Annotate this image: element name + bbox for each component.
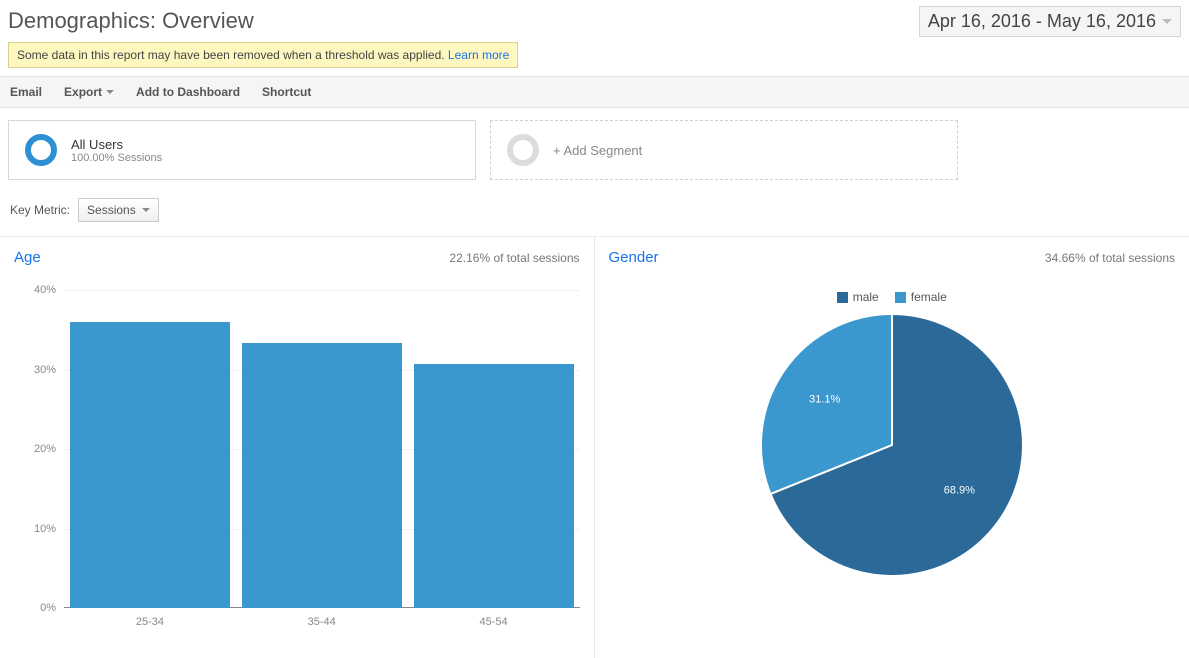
pie-slice-label: 68.9%	[943, 484, 974, 496]
age-chart-subtitle: 22.16% of total sessions	[449, 251, 579, 265]
y-axis-label: 0%	[40, 602, 56, 614]
y-axis-label: 40%	[34, 284, 56, 296]
age-bar	[70, 322, 230, 608]
notice-text: Some data in this report may have been r…	[17, 48, 448, 62]
legend-item: female	[895, 290, 947, 304]
key-metric-selected: Sessions	[87, 203, 136, 217]
x-axis-label: 35-44	[308, 616, 336, 628]
legend-label: female	[911, 290, 947, 304]
legend-label: male	[853, 290, 879, 304]
toolbar-add-dashboard-label: Add to Dashboard	[136, 85, 240, 99]
chevron-down-icon	[142, 208, 150, 212]
legend-swatch	[895, 292, 906, 303]
export-button[interactable]: Export	[64, 85, 114, 99]
gender-chart-title: Gender	[609, 249, 659, 266]
threshold-notice: Some data in this report may have been r…	[8, 42, 518, 68]
donut-icon	[25, 134, 57, 166]
gender-chart-subtitle: 34.66% of total sessions	[1045, 251, 1175, 265]
toolbar-shortcut-label: Shortcut	[262, 85, 311, 99]
add-segment-button[interactable]: + Add Segment	[490, 120, 958, 180]
chevron-down-icon	[106, 90, 114, 94]
gender-pie-chart: 68.9% 31.1%	[761, 314, 1023, 581]
age-bar-chart: 0%10%20%30%40%25-3435-4445-54	[14, 290, 580, 634]
report-toolbar: Email Export Add to Dashboard Shortcut	[0, 76, 1189, 108]
add-to-dashboard-button[interactable]: Add to Dashboard	[136, 85, 240, 99]
y-axis-label: 20%	[34, 443, 56, 455]
legend-item: male	[837, 290, 879, 304]
gender-legend: male female	[609, 290, 1176, 304]
date-range-label: Apr 16, 2016 - May 16, 2016	[928, 11, 1156, 32]
toolbar-export-label: Export	[64, 85, 102, 99]
chevron-down-icon	[1162, 19, 1172, 24]
y-axis-label: 10%	[34, 523, 56, 535]
age-chart-title: Age	[14, 249, 41, 266]
learn-more-link[interactable]: Learn more	[448, 48, 509, 62]
age-panel: Age 22.16% of total sessions 0% 10% 20% 30%…	[0, 237, 595, 658]
x-axis-label: 45-54	[479, 616, 507, 628]
date-range-picker[interactable]: Apr 16, 2016 - May 16, 2016	[919, 6, 1181, 37]
shortcut-button[interactable]: Shortcut	[262, 85, 311, 99]
segment-all-users[interactable]: All Users 100.00% Sessions	[8, 120, 476, 180]
age-bar	[242, 343, 402, 608]
toolbar-email-label: Email	[10, 85, 42, 99]
y-axis-label: 30%	[34, 364, 56, 376]
page-title: Demographics: Overview	[8, 4, 254, 38]
donut-placeholder-icon	[507, 134, 539, 166]
pie-slice-label: 31.1%	[809, 393, 840, 405]
age-bar	[414, 364, 574, 608]
legend-swatch	[837, 292, 848, 303]
segment-title: All Users	[71, 137, 162, 152]
add-segment-label: + Add Segment	[553, 143, 642, 158]
key-metric-label: Key Metric:	[10, 203, 70, 217]
x-axis-label: 25-34	[136, 616, 164, 628]
key-metric-select[interactable]: Sessions	[78, 198, 159, 222]
key-metric-row: Key Metric: Sessions	[0, 192, 1189, 236]
gender-panel: Gender 34.66% of total sessions male fema…	[595, 237, 1189, 658]
segments-row: All Users 100.00% Sessions + Add Segment	[0, 108, 1189, 192]
segment-subtitle: 100.00% Sessions	[71, 152, 162, 164]
email-button[interactable]: Email	[10, 85, 42, 99]
